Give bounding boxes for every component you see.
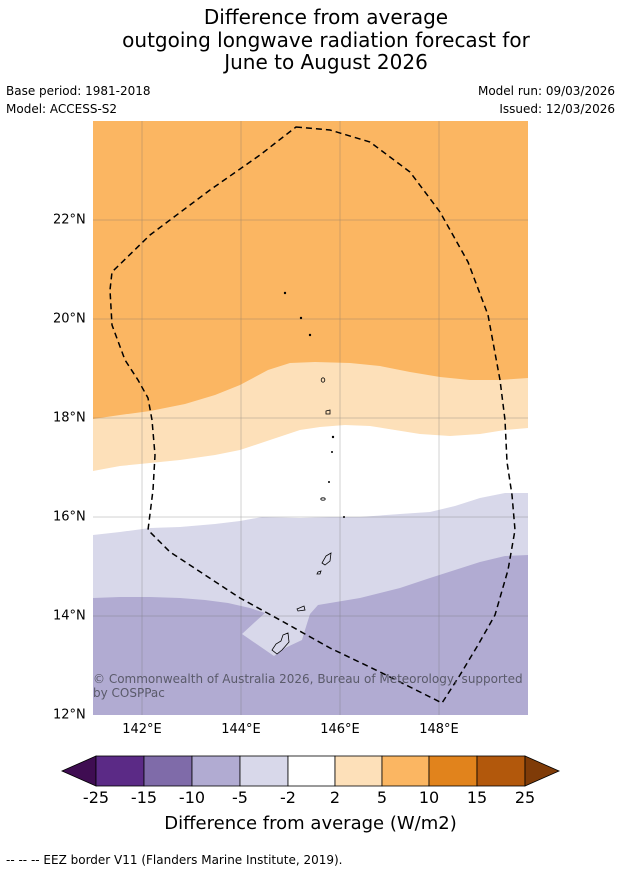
island-anatahan (320, 497, 326, 501)
island-rota (296, 605, 306, 612)
colorbar-title: Difference from average (W/m2) (164, 813, 457, 834)
eez-border (109, 126, 516, 704)
island-alamagan (331, 435, 335, 439)
islands (271, 291, 345, 655)
copyright-notice: © Commonwealth of Australia 2026, Bureau… (93, 672, 523, 700)
lon-tick-146: 146°E (320, 722, 360, 737)
lat-tick-16: 16°N (53, 509, 86, 525)
colorbar-label: 2 (329, 788, 341, 807)
island-tinian (316, 570, 322, 575)
colorbar-label: -10 (178, 788, 206, 807)
eez-footnote: -- -- -- EEZ border V11 (Flanders Marine… (6, 853, 343, 867)
island-saipan (321, 552, 332, 566)
map-title: Difference from average outgoing longwav… (0, 6, 621, 74)
island-sarigan (327, 480, 330, 483)
lon-tick-148: 148°E (419, 722, 459, 737)
meta-left: Base period: 1981-2018 Model: ACCESS-S2 (6, 82, 151, 118)
title-line-3: June to August 2026 (224, 50, 428, 74)
island-agrihan (320, 377, 326, 383)
colorbar-label: -5 (232, 788, 248, 807)
lat-tick-18: 18°N (53, 410, 86, 426)
lat-tick-12: 12°N (53, 707, 86, 723)
island-guam (271, 632, 290, 655)
lat-tick-22: 22°N (53, 212, 86, 228)
model-name: Model: ACCESS-S2 (6, 102, 118, 116)
map-panel (93, 121, 528, 715)
lon-tick-142: 142°E (122, 722, 162, 737)
island-maug (299, 316, 303, 320)
island-farallon-de-medinilla (342, 516, 345, 519)
gridlines (93, 121, 528, 715)
title-line-1: Difference from average (203, 5, 449, 29)
island-farallon-de-pajaros (283, 291, 287, 295)
colorbar-label: -2 (280, 788, 296, 807)
colorbar-label: 15 (466, 788, 488, 807)
title-line-2: outgoing longwave radiation forecast for (122, 27, 530, 52)
colorbar-label: 10 (418, 788, 440, 807)
lon-tick-144: 144°E (221, 722, 261, 737)
lat-tick-20: 20°N (53, 311, 86, 327)
model-run: Model run: 09/03/2026 (477, 84, 615, 98)
island-pagan (325, 409, 331, 415)
colorbar-label: 5 (376, 788, 388, 807)
base-period: Base period: 1981-2018 (6, 84, 151, 98)
issued-date: Issued: 12/03/2026 (499, 102, 615, 116)
colorbar-label: -25 (82, 788, 110, 807)
colorbar-label: 25 (514, 788, 536, 807)
island-asuncion (308, 333, 312, 337)
meta-right: Model run: 09/03/2026 Issued: 12/03/2026 (478, 82, 615, 118)
island-guguan (330, 450, 333, 453)
colorbar-label: -15 (130, 788, 158, 807)
lat-tick-14: 14°N (53, 608, 86, 624)
